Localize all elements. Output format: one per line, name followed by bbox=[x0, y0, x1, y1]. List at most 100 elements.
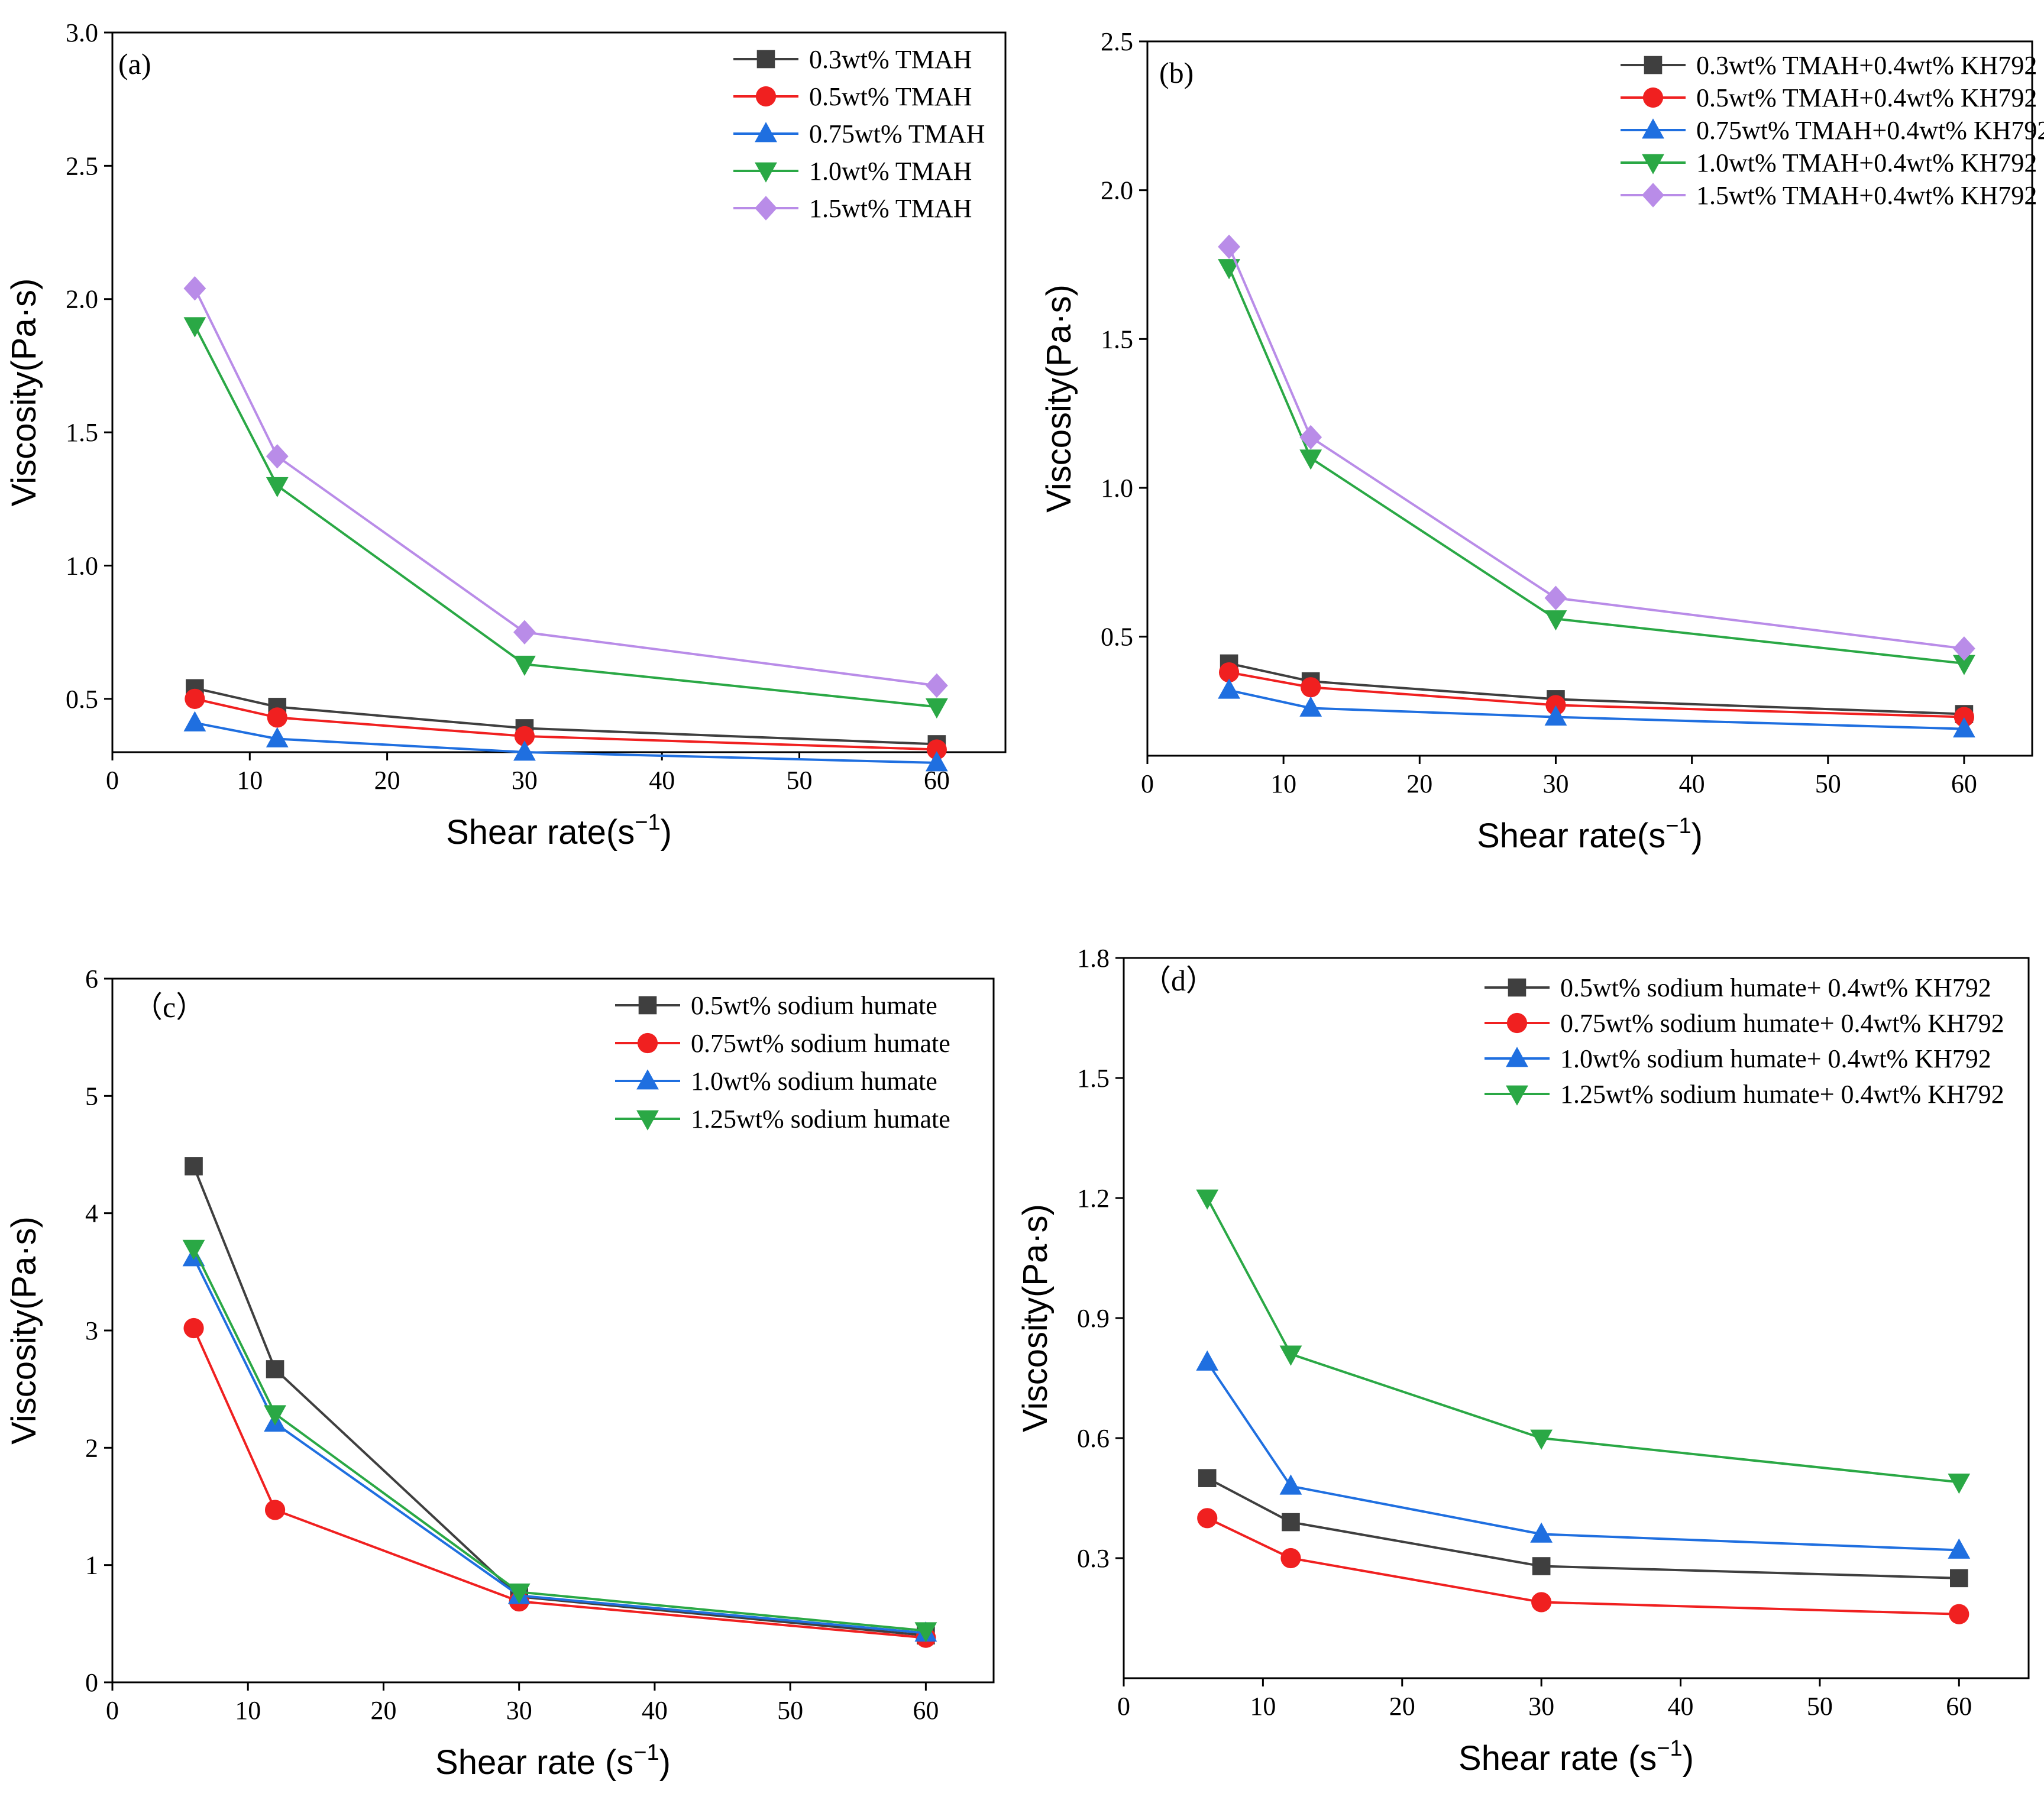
x-tick-label: 10 bbox=[235, 1696, 261, 1725]
data-point bbox=[1544, 705, 1567, 726]
legend-label: 0.5wt% TMAH bbox=[809, 82, 972, 111]
x-tick-label: 50 bbox=[787, 766, 813, 795]
y-tick-label: 0 bbox=[85, 1668, 98, 1697]
legend-label: 0.75wt% sodium humate bbox=[691, 1029, 950, 1058]
legend-marker bbox=[1642, 183, 1664, 208]
data-point bbox=[1196, 1189, 1219, 1210]
x-tick-label: 40 bbox=[649, 766, 675, 795]
data-point bbox=[185, 688, 205, 709]
legend-marker bbox=[755, 122, 777, 143]
legend-marker bbox=[1508, 978, 1526, 997]
panel-label: （d） bbox=[1141, 964, 1215, 997]
data-point bbox=[514, 726, 535, 747]
data-point bbox=[1279, 1474, 1302, 1495]
data-point bbox=[1953, 717, 1975, 738]
x-tick-label: 60 bbox=[1951, 769, 1977, 798]
data-point bbox=[1196, 1350, 1219, 1371]
series-line-4 bbox=[193, 325, 937, 708]
data-point bbox=[1531, 1592, 1552, 1613]
data-point bbox=[1544, 585, 1567, 610]
data-point bbox=[1530, 1429, 1553, 1450]
legend-marker bbox=[756, 50, 775, 69]
data-point bbox=[1197, 1508, 1218, 1529]
y-tick-label: 1 bbox=[85, 1551, 98, 1580]
data-point bbox=[513, 620, 536, 645]
data-point bbox=[1953, 636, 1975, 661]
y-tick-label: 3.0 bbox=[66, 18, 98, 47]
legend-marker bbox=[1506, 1047, 1528, 1067]
legend-marker bbox=[637, 1032, 658, 1054]
legend-label: 1.0wt% TMAH bbox=[809, 157, 972, 186]
legend-marker bbox=[1506, 1012, 1528, 1034]
data-point bbox=[1279, 1345, 1302, 1366]
x-tick-label: 50 bbox=[777, 1696, 803, 1725]
y-axis-title: Viscosity(Pa·s) bbox=[1016, 1204, 1055, 1432]
x-tick-label: 0 bbox=[1117, 1692, 1130, 1721]
x-tick-label: 40 bbox=[1668, 1692, 1694, 1721]
data-point bbox=[1301, 677, 1321, 698]
data-point bbox=[1299, 425, 1322, 450]
series-line-4 bbox=[1228, 267, 1965, 665]
data-point bbox=[1218, 259, 1240, 280]
data-point bbox=[1218, 234, 1240, 259]
legend-marker bbox=[1506, 1085, 1528, 1106]
series-line-3 bbox=[1228, 689, 1964, 730]
y-tick-label: 3 bbox=[85, 1316, 98, 1345]
data-point bbox=[1948, 1538, 1971, 1559]
data-point bbox=[925, 698, 948, 719]
data-point bbox=[507, 1583, 531, 1604]
legend-marker bbox=[1642, 87, 1664, 108]
legend-marker bbox=[755, 86, 777, 107]
series-line-3 bbox=[1206, 1361, 1959, 1552]
y-tick-label: 2.0 bbox=[1101, 176, 1133, 205]
series-line-3 bbox=[192, 1257, 926, 1634]
legend-marker bbox=[755, 162, 777, 183]
y-axis-title: Viscosity(Pa·s) bbox=[5, 279, 43, 507]
y-tick-label: 2.5 bbox=[1101, 27, 1133, 56]
legend-label: 0.75wt% sodium humate+ 0.4wt% KH792 bbox=[1560, 1009, 2004, 1038]
data-point bbox=[1280, 1548, 1301, 1569]
data-point bbox=[266, 443, 289, 469]
data-point bbox=[1954, 707, 1975, 727]
x-tick-label: 30 bbox=[512, 766, 538, 795]
x-tick-label: 30 bbox=[506, 1696, 532, 1725]
data-point bbox=[1544, 610, 1567, 631]
x-tick-label: 0 bbox=[106, 1696, 119, 1725]
y-tick-label: 1.5 bbox=[1101, 325, 1133, 354]
legend-label: 1.0wt% sodium humate+ 0.4wt% KH792 bbox=[1560, 1044, 1991, 1073]
x-tick-label: 40 bbox=[642, 1696, 668, 1725]
plot-area-d: 0 10 20 30 40 50 60 0.3 0.6 0.9 1.2 1.5 1.8 Shear rat… bbox=[1016, 944, 2030, 1778]
x-axis-title: Shear rate(s−1) bbox=[1477, 814, 1703, 855]
legend-label: 0.5wt% sodium humate+ 0.4wt% KH792 bbox=[1560, 973, 1991, 1002]
x-tick-label: 30 bbox=[1542, 769, 1568, 798]
data-point bbox=[1545, 695, 1566, 716]
x-axis-title: Shear rate(s−1) bbox=[446, 810, 672, 852]
data-point bbox=[266, 1360, 284, 1378]
data-point bbox=[183, 317, 206, 338]
y-tick-label: 1.5 bbox=[1077, 1064, 1110, 1093]
legend-label: 1.0wt% sodium humate bbox=[691, 1067, 937, 1096]
legend-marker bbox=[1644, 56, 1663, 75]
chart-panel-b: 0 10 20 30 40 50 60 0.5 1.0 1.5 2.0 2.5 Shear rate(s… bbox=[1040, 27, 2044, 855]
data-point bbox=[1282, 1513, 1300, 1532]
series-line-2 bbox=[192, 1328, 926, 1639]
series-line-2 bbox=[194, 697, 937, 751]
series-line-1 bbox=[1228, 662, 1964, 716]
x-tick-label: 50 bbox=[1815, 769, 1841, 798]
data-point bbox=[1530, 1522, 1553, 1543]
x-tick-label: 40 bbox=[1679, 769, 1705, 798]
x-axis-title: Shear rate (s−1) bbox=[1458, 1736, 1694, 1778]
legend-label: 1.25wt% sodium humate+ 0.4wt% KH792 bbox=[1560, 1080, 2004, 1109]
data-point bbox=[266, 727, 289, 747]
data-point bbox=[1948, 1474, 1971, 1494]
data-point bbox=[1950, 1569, 1968, 1588]
x-tick-label: 20 bbox=[1389, 1692, 1415, 1721]
y-tick-label: 6 bbox=[85, 964, 98, 993]
data-point bbox=[183, 711, 206, 731]
legend-label: 0.75wt% TMAH+0.4wt% KH792 bbox=[1696, 116, 2044, 145]
data-point bbox=[513, 740, 536, 761]
legend-label: 1.5wt% TMAH+0.4wt% KH792 bbox=[1696, 181, 2037, 210]
data-point bbox=[183, 276, 206, 301]
